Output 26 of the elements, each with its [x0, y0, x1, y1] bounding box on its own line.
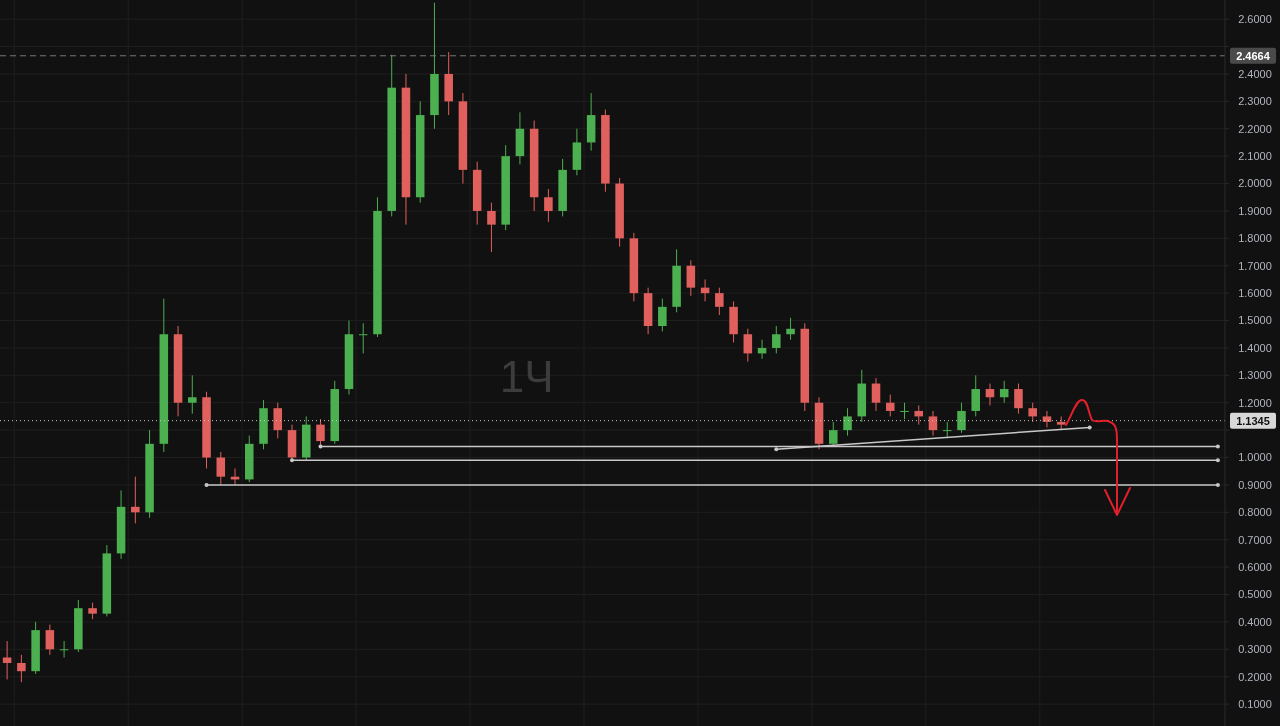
y-tick-label: 1.9000 — [1238, 204, 1272, 217]
y-tick-label: 1.5000 — [1238, 314, 1272, 327]
y-tick-label: 2.0000 — [1238, 177, 1272, 190]
ref-line-label: 2.4664 — [1236, 49, 1271, 62]
y-tick-label: 0.3000 — [1238, 643, 1272, 656]
y-tick-label: 0.4000 — [1238, 615, 1272, 628]
y-tick-label: 0.7000 — [1238, 533, 1272, 546]
y-tick-label: 2.3000 — [1238, 95, 1272, 108]
y-tick-label: 0.6000 — [1238, 560, 1272, 573]
y-tick-label: 0.2000 — [1238, 670, 1272, 683]
y-tick-label: 2.6000 — [1238, 13, 1272, 26]
y-tick-label: 1.0000 — [1238, 451, 1272, 464]
y-tick-label: 2.2000 — [1238, 122, 1272, 135]
y-tick-label: 1.2000 — [1238, 396, 1272, 409]
y-tick-label: 1.6000 — [1238, 286, 1272, 299]
y-tick-label: 1.8000 — [1238, 232, 1272, 245]
y-tick-label: 1.3000 — [1238, 369, 1272, 382]
ref-line-label: 1.1345 — [1236, 414, 1270, 427]
y-tick-label: 0.5000 — [1238, 588, 1272, 601]
y-tick-label: 1.7000 — [1238, 259, 1272, 272]
y-tick-label: 2.1000 — [1238, 150, 1272, 163]
y-tick-label: 1.4000 — [1238, 341, 1272, 354]
y-tick-label: 0.9000 — [1238, 478, 1272, 491]
y-tick-label: 2.4000 — [1238, 67, 1272, 80]
y-tick-label: 0.1000 — [1238, 697, 1272, 710]
y-tick-label: 0.8000 — [1238, 506, 1272, 519]
